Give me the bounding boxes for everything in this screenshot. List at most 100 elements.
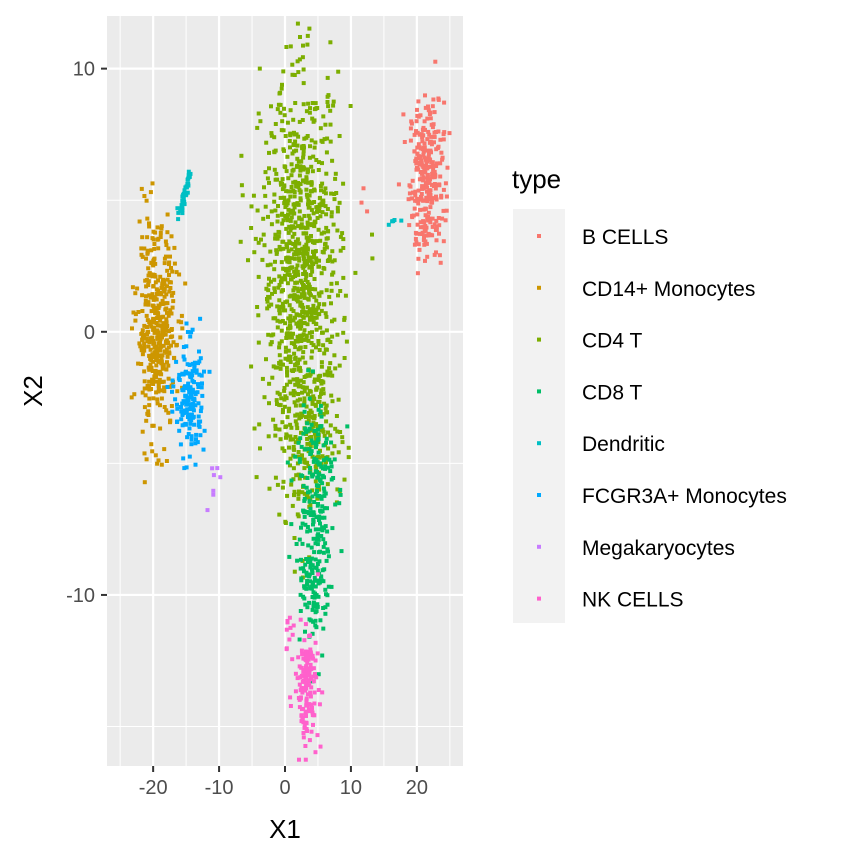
data-point	[262, 243, 267, 248]
data-point	[293, 440, 298, 445]
data-point	[294, 297, 299, 302]
data-point	[274, 171, 279, 176]
data-point	[308, 506, 313, 511]
data-point	[297, 248, 302, 253]
data-point	[319, 360, 324, 365]
data-point	[280, 446, 285, 451]
legend-label: FCGR3A+ Monocytes	[582, 485, 787, 508]
data-point	[253, 236, 258, 241]
data-point	[324, 236, 329, 241]
data-point	[167, 289, 172, 294]
data-point	[410, 215, 415, 220]
data-point	[141, 347, 146, 352]
data-point	[171, 340, 176, 345]
data-point	[325, 136, 330, 141]
data-point	[303, 447, 308, 452]
data-point	[238, 239, 243, 244]
data-point	[434, 228, 439, 232]
data-point	[315, 651, 320, 656]
data-point	[289, 522, 294, 527]
data-point	[438, 137, 443, 142]
data-point	[166, 410, 171, 415]
data-point	[289, 185, 294, 189]
data-point	[306, 222, 310, 227]
data-point	[311, 619, 316, 624]
data-point	[328, 423, 333, 428]
data-point	[326, 554, 331, 559]
data-point	[188, 407, 193, 412]
data-point	[434, 250, 438, 255]
data-point	[335, 487, 340, 492]
data-point	[306, 392, 310, 397]
data-point	[314, 442, 319, 447]
data-point	[408, 138, 413, 143]
data-point	[295, 334, 300, 339]
data-point	[139, 348, 144, 353]
data-point	[310, 116, 315, 121]
data-point	[331, 99, 336, 104]
data-point	[319, 574, 323, 579]
data-point	[336, 397, 341, 402]
data-point	[130, 285, 135, 290]
data-point	[170, 334, 175, 339]
data-point	[419, 171, 424, 176]
data-point	[144, 313, 149, 318]
data-point	[157, 377, 162, 382]
data-point	[192, 363, 197, 368]
data-point	[434, 147, 439, 152]
data-point	[157, 303, 162, 308]
data-point	[292, 489, 297, 494]
data-point	[316, 436, 321, 441]
data-point	[288, 210, 293, 215]
data-point	[300, 314, 305, 319]
data-point	[147, 387, 152, 392]
data-point	[422, 145, 427, 150]
data-point	[181, 456, 186, 461]
data-point	[278, 362, 283, 367]
data-point	[286, 212, 290, 217]
data-point	[333, 366, 338, 371]
data-point	[302, 638, 307, 643]
data-point	[316, 227, 321, 232]
data-point	[142, 369, 147, 374]
data-point	[285, 200, 290, 205]
data-point	[189, 434, 194, 439]
data-point	[412, 132, 417, 137]
data-point	[135, 286, 140, 291]
data-point	[149, 442, 154, 447]
data-point	[293, 363, 298, 368]
data-point	[413, 198, 418, 203]
data-point	[175, 206, 180, 211]
data-point	[288, 319, 293, 324]
data-point	[319, 388, 324, 393]
legend-key	[537, 544, 541, 549]
data-point	[305, 313, 310, 318]
data-point	[410, 178, 415, 183]
data-point	[313, 527, 318, 532]
data-point	[319, 414, 324, 419]
data-point	[269, 133, 274, 138]
data-point	[198, 316, 203, 321]
data-point	[437, 223, 442, 228]
data-point	[286, 326, 290, 331]
data-point	[147, 320, 152, 325]
data-point	[251, 193, 256, 198]
data-point	[292, 400, 297, 405]
data-point	[150, 423, 155, 428]
data-point	[274, 251, 279, 256]
data-point	[332, 353, 337, 358]
data-point	[322, 351, 327, 356]
data-point	[303, 622, 308, 627]
data-point	[282, 195, 287, 200]
data-point	[166, 345, 171, 350]
data-point	[332, 317, 337, 322]
data-point	[307, 216, 312, 221]
data-point	[339, 549, 344, 554]
data-point	[280, 221, 285, 226]
data-point	[268, 342, 273, 347]
data-point	[155, 397, 160, 402]
data-point	[290, 168, 295, 173]
data-point	[145, 235, 150, 240]
data-point	[162, 287, 167, 292]
data-point	[140, 328, 145, 333]
